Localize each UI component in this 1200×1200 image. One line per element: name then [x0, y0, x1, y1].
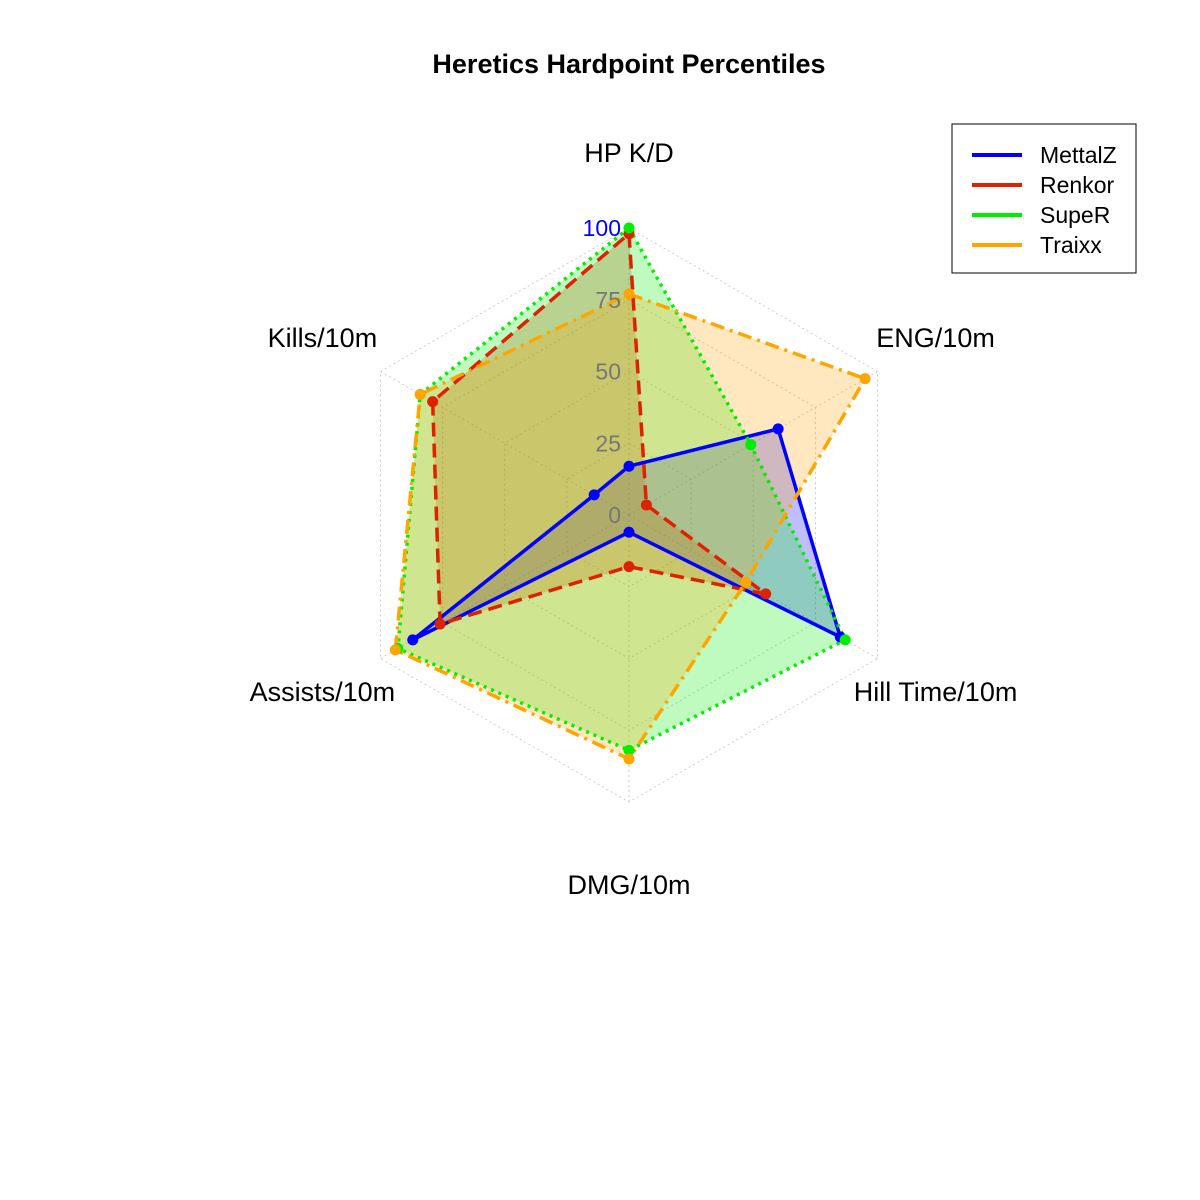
data-point-mettalz-assists-10m	[407, 634, 419, 646]
legend-label-renkor: Renkor	[1040, 172, 1114, 198]
tick-label: 50	[595, 359, 621, 385]
tick-label: 0	[608, 502, 621, 528]
axis-labels: HP K/D ENG/10m Hill Time/10m DMG/10m Assists…	[250, 138, 1018, 900]
axis-label-assists-10m: Assists/10m	[250, 677, 396, 707]
data-point-mettalz-hp-k-d	[623, 460, 635, 472]
series-fill-renkor	[432, 233, 766, 625]
tick-label: 25	[595, 430, 621, 456]
data-point-renkor-dmg-10m	[623, 561, 635, 573]
axis-label-hp-k-d: HP K/D	[584, 138, 674, 168]
series-fill-super	[397, 228, 846, 751]
data-point-mettalz-eng-10m	[772, 423, 784, 435]
data-point-mettalz-dmg-10m	[623, 526, 635, 538]
series-points	[389, 222, 871, 765]
series-fills	[395, 228, 866, 759]
axis-label-kills-10m: Kills/10m	[268, 323, 378, 353]
legend-label-mettalz: MettalZ	[1040, 142, 1117, 168]
data-point-super-dmg-10m	[623, 744, 635, 756]
tick-label: 100	[583, 215, 621, 241]
axis-label-eng-10m: ENG/10m	[876, 323, 995, 353]
legend-label-super: SupeR	[1040, 202, 1110, 228]
data-point-renkor-kills-10m	[427, 396, 439, 408]
chart-title: Heretics Hardpoint Percentiles	[432, 49, 825, 79]
axis-label-hill-time-10m: Hill Time/10m	[854, 677, 1018, 707]
data-point-renkor-assists-10m	[434, 618, 446, 630]
data-point-renkor-hill-time-10m	[760, 588, 772, 600]
axis-label-dmg-10m: DMG/10m	[567, 870, 690, 900]
data-point-traixx-dmg-10m	[623, 753, 635, 765]
data-point-mettalz-kills-10m	[588, 489, 600, 501]
series-fill-traixx	[395, 294, 866, 759]
radar-grid	[379, 227, 879, 803]
data-point-traixx-assists-10m	[389, 644, 401, 656]
grid-ring	[504, 370, 754, 660]
tick-label: 75	[595, 287, 621, 313]
data-point-traixx-eng-10m	[859, 373, 871, 385]
data-point-super-hill-time-10m	[839, 634, 851, 646]
data-point-super-eng-10m	[745, 439, 757, 451]
series-fill-mettalz	[412, 428, 841, 640]
data-point-super-hp-k-d	[623, 222, 635, 234]
data-point-renkor-eng-10m	[640, 499, 652, 511]
data-point-traixx-hill-time-10m	[740, 576, 752, 588]
legend-label-traixx: Traixx	[1040, 232, 1102, 258]
data-point-traixx-kills-10m	[414, 388, 426, 400]
legend: MettalZ Renkor SupeR Traixx	[951, 123, 1137, 274]
legend-box	[951, 123, 1137, 274]
radial-tick-labels: 0 25 50 75 100	[583, 215, 621, 528]
data-point-traixx-hp-k-d	[623, 288, 635, 300]
